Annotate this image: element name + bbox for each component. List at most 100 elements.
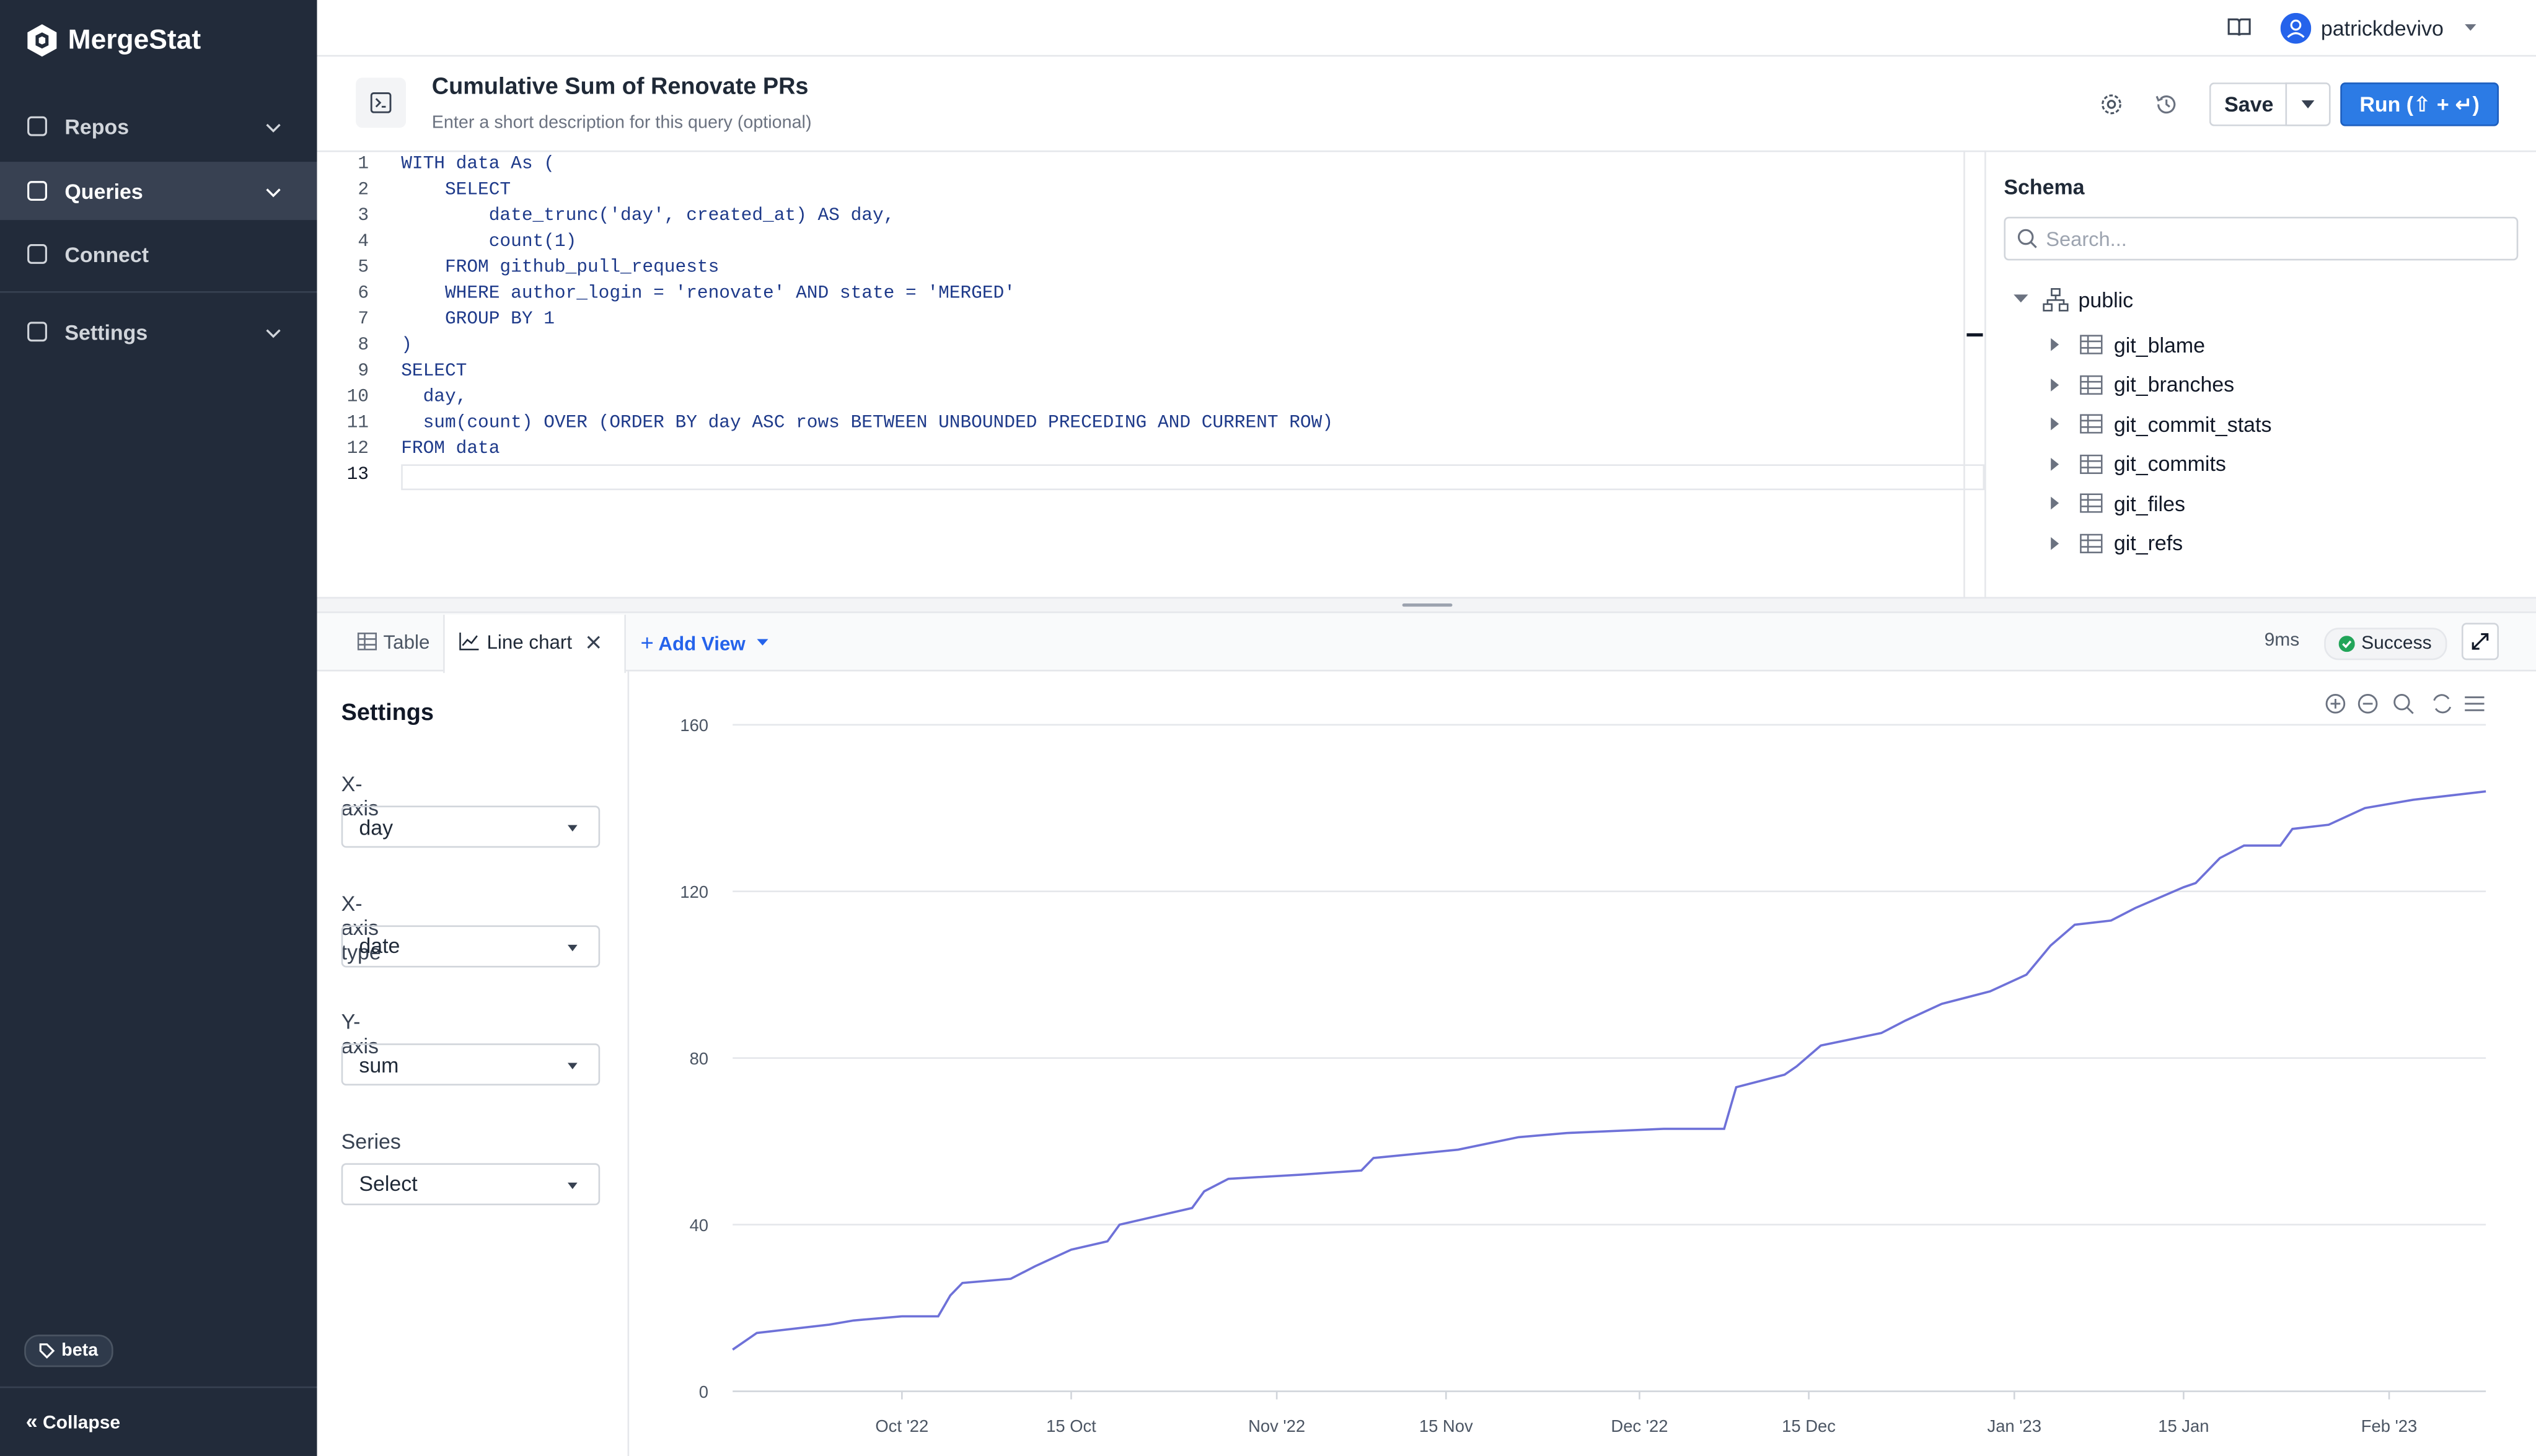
tab-table[interactable]: Table	[383, 631, 430, 654]
table-icon	[2080, 414, 2103, 434]
table-caret[interactable]	[2051, 377, 2061, 391]
collapse-button[interactable]: « Collapse	[25, 1409, 121, 1434]
x-tick-label: 15 Oct	[1046, 1416, 1096, 1436]
chart-toolbar	[2325, 694, 2485, 714]
x-tick-label: 15 Jan	[2158, 1416, 2209, 1436]
nav-item[interactable]: Connect	[0, 225, 317, 283]
line-number: 13	[346, 465, 369, 486]
nav-chevron	[266, 123, 281, 133]
search-placeholder: Search...	[2046, 228, 2127, 251]
nav-label: Settings	[64, 319, 148, 344]
header-border	[317, 150, 2536, 152]
run-button[interactable]: Run (⇧ + ↵)	[2340, 82, 2499, 126]
field-label: X-axis type	[341, 890, 381, 963]
x-tick-label: Nov '22	[1248, 1416, 1305, 1436]
table-icon	[2080, 493, 2103, 513]
avatar[interactable]	[2280, 12, 2312, 44]
select[interactable]: date	[341, 924, 601, 967]
line-number: 4	[358, 232, 369, 253]
table-name[interactable]: git_files	[2113, 491, 2185, 515]
zoom-in[interactable]	[2325, 694, 2346, 714]
table-caret[interactable]	[2051, 496, 2061, 510]
table-name[interactable]: git_commits	[2113, 451, 2226, 476]
line-number: 6	[358, 284, 369, 304]
status-badge: Success	[2324, 628, 2448, 660]
nav-item[interactable]: Settings	[0, 302, 317, 361]
sidebar: MergeStat beta « Collapse Repos Queries Co…	[0, 0, 317, 1456]
menu[interactable]	[2465, 696, 2485, 711]
docs-icon[interactable]	[2227, 16, 2252, 39]
line-number: 3	[358, 207, 369, 227]
y-tick-label: 0	[699, 1382, 708, 1401]
code-line: GROUP BY 1	[401, 310, 555, 330]
caret	[2301, 100, 2315, 108]
query-title[interactable]: Cumulative Sum of Renovate PRs	[431, 74, 809, 100]
code-line: sum(count) OVER (ORDER BY day ASC rows B…	[401, 414, 1334, 434]
add-view-button[interactable]: + Add View	[640, 629, 746, 656]
fullscreen-button[interactable]	[2461, 623, 2499, 660]
schema-name[interactable]: public	[2078, 287, 2134, 312]
user-menu[interactable]: patrickdevivo	[2320, 16, 2444, 41]
nav-item[interactable]: Queries	[0, 162, 317, 221]
zoom-out[interactable]	[2358, 694, 2378, 714]
table-name[interactable]: git_branches	[2113, 372, 2235, 397]
select[interactable]: sum	[341, 1043, 601, 1086]
line-number: 7	[358, 310, 369, 330]
brand: MergeStat	[68, 24, 201, 55]
add-view-caret	[757, 639, 768, 646]
splitter[interactable]	[317, 597, 2536, 613]
close-tab[interactable]	[587, 636, 601, 649]
results-tabbar	[317, 613, 2536, 672]
table-name[interactable]: git_blame	[2113, 332, 2205, 357]
expand-caret[interactable]	[2014, 294, 2028, 304]
schema-search[interactable]: Search...	[2004, 216, 2519, 261]
collapse-text: Collapse	[42, 1414, 121, 1434]
table-caret[interactable]	[2051, 338, 2061, 351]
table-caret[interactable]	[2051, 417, 2061, 431]
code-line: WHERE author_login = 'renovate' AND stat…	[401, 284, 1015, 304]
line-number: 10	[346, 388, 369, 408]
table-name[interactable]: git_refs	[2113, 530, 2183, 555]
schema-title: Schema	[2004, 174, 2085, 200]
y-tick-label: 120	[680, 882, 708, 901]
tab-line-chart[interactable]: Line chart	[487, 631, 573, 654]
line-number: 5	[358, 258, 369, 279]
select[interactable]: day	[341, 805, 601, 848]
divider	[0, 291, 317, 293]
field-label: Series	[341, 1128, 401, 1153]
save-menu-button[interactable]	[2285, 82, 2331, 126]
nav-item[interactable]: Repos	[0, 97, 317, 156]
reset[interactable]	[2433, 694, 2452, 714]
table-caret[interactable]	[2051, 457, 2061, 470]
x-tick-label: 15 Dec	[1782, 1416, 1836, 1436]
expand-icon	[2472, 633, 2489, 650]
query-description[interactable]: Enter a short description for this query…	[431, 113, 812, 133]
code-line: count(1)	[401, 232, 577, 253]
query-icon	[356, 77, 407, 128]
select[interactable]: Select	[341, 1162, 601, 1204]
code-line: FROM github_pull_requests	[401, 258, 720, 279]
table-icon	[2080, 374, 2103, 394]
history-icon[interactable]	[2154, 92, 2178, 116]
code-line: WITH data As (	[401, 155, 555, 175]
zoom[interactable]	[2393, 694, 2410, 711]
save-button[interactable]: Save	[2209, 82, 2287, 126]
topbar-border	[317, 55, 2536, 57]
data-line	[732, 790, 2486, 1351]
table-caret[interactable]	[2051, 536, 2061, 550]
beta-badge: beta	[24, 1335, 113, 1367]
line-number: 12	[346, 440, 369, 460]
table-icon	[2080, 335, 2103, 354]
field-label: Y-axis	[341, 1009, 379, 1058]
schema-icon	[2043, 288, 2069, 312]
table-name[interactable]: git_commit_stats	[2113, 411, 2272, 436]
code-line: SELECT	[401, 362, 467, 382]
logo	[27, 24, 57, 57]
settings-icon[interactable]	[2099, 92, 2123, 116]
nav-label: Connect	[64, 242, 149, 266]
line-number: 11	[346, 414, 369, 434]
y-tick-label: 80	[690, 1049, 708, 1068]
